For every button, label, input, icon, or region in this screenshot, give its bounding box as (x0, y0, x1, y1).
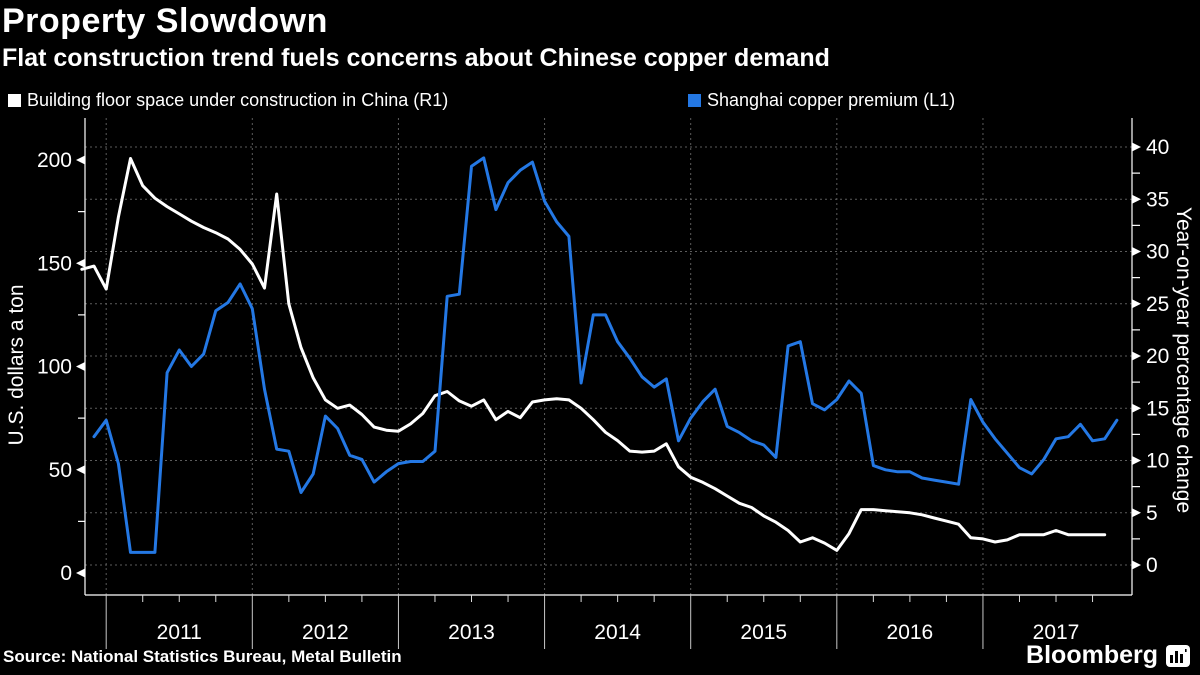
bloomberg-logo: Bloomberg (1026, 641, 1190, 670)
blue-series-swatch (688, 94, 701, 107)
left-tick-arrow (76, 362, 85, 371)
left-tick-arrow (76, 465, 85, 475)
x-year-label: 2011 (157, 621, 202, 644)
page-title: Property Slowdown (2, 2, 328, 40)
left-tick-arrow (76, 258, 85, 268)
left-axis-title: U.S. dollars a ton (5, 284, 28, 446)
left-tick-label: 50 (49, 459, 72, 482)
right-tick-label: 25 (1146, 293, 1169, 316)
right-tick-label: 30 (1146, 241, 1169, 264)
right-tick-arrow (1132, 351, 1141, 361)
series-line-floor-space (80, 157, 1107, 552)
right-tick-label: 40 (1146, 136, 1169, 159)
white-series-swatch (8, 94, 21, 107)
page-subtitle: Flat construction trend fuels concerns a… (2, 44, 830, 72)
right-tick-arrow (1132, 299, 1141, 309)
right-tick-arrow (1132, 194, 1141, 204)
x-year-label: 2015 (740, 621, 787, 644)
x-year-label: 2017 (1033, 621, 1080, 644)
right-tick-label: 5 (1146, 502, 1158, 525)
bloomberg-wordmark: Bloomberg (1026, 641, 1158, 669)
right-tick-arrow (1132, 508, 1141, 518)
right-tick-label: 35 (1146, 188, 1169, 211)
x-year-label: 2012 (302, 621, 349, 644)
right-tick-label: 10 (1146, 450, 1169, 473)
bloomberg-terminal-icon (1166, 644, 1190, 667)
left-tick-label: 0 (60, 562, 72, 585)
left-tick-label: 200 (37, 149, 72, 172)
x-year-label: 2013 (448, 621, 495, 644)
right-tick-label: 15 (1146, 397, 1169, 420)
right-tick-arrow (1132, 247, 1141, 256)
source-credit: Source: National Statistics Bureau, Meta… (3, 647, 402, 666)
legend-label: Building floor space under construction … (27, 90, 449, 110)
right-tick-label: 0 (1146, 554, 1158, 577)
legend-item-floor-space: Building floor space under construction … (8, 90, 448, 111)
left-tick-arrow (76, 155, 85, 165)
left-tick-label: 150 (37, 252, 72, 275)
left-tick-label: 100 (37, 356, 72, 379)
right-tick-arrow (1132, 142, 1141, 152)
right-tick-arrow (1132, 403, 1141, 413)
right-tick-arrow (1132, 456, 1141, 465)
series-line-copper-premium (92, 156, 1119, 554)
left-tick-arrow (76, 568, 85, 578)
legend-item-copper-premium: Shanghai copper premium (L1) (688, 90, 955, 111)
right-tick-arrow (1132, 560, 1141, 570)
right-axis-title: Year-on-year percentage change (1172, 206, 1195, 514)
x-year-label: 2014 (594, 621, 641, 644)
right-tick-label: 20 (1146, 345, 1169, 368)
legend-label: Shanghai copper premium (L1) (707, 90, 956, 110)
x-year-label: 2016 (887, 621, 934, 644)
